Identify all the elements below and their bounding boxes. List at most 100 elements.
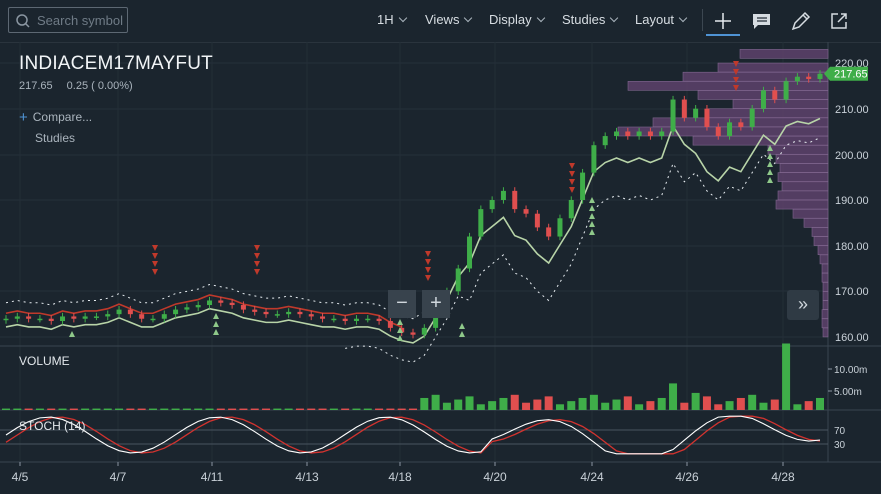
sell-marker (733, 69, 739, 75)
draw-tool-button[interactable] (787, 8, 815, 34)
buy-marker (589, 197, 595, 203)
volume-bar (329, 408, 338, 410)
candle-body (195, 305, 201, 308)
volume-profile-bar (779, 163, 829, 173)
candle-body (500, 190, 506, 200)
moving-average-line (5, 294, 402, 328)
sell-marker (425, 251, 431, 257)
buy-marker (69, 331, 75, 337)
chevron-down-icon (464, 13, 473, 23)
volume-bar (171, 408, 180, 410)
sell-marker (152, 261, 158, 267)
studies-link[interactable]: Studies (35, 131, 76, 145)
candle-body (523, 209, 529, 214)
candle-body (681, 99, 687, 118)
stochastic-lines (0, 415, 828, 455)
chevron-down-icon (536, 13, 545, 23)
sell-marker (569, 187, 575, 193)
buy-marker (213, 321, 219, 327)
volume-bar (35, 408, 44, 410)
volume-bar (612, 399, 621, 410)
interval-label: 1H (377, 12, 394, 27)
scroll-to-latest-button[interactable]: » (787, 290, 819, 320)
candle-body (625, 131, 631, 137)
chart-area[interactable]: 220.00210.00200.00190.00180.00170.00160.… (0, 42, 881, 494)
candle-body (263, 311, 269, 315)
candle-body (478, 209, 484, 237)
studies-menu[interactable]: Studies (562, 12, 619, 27)
crosshair-icon (715, 13, 731, 29)
volume-bar (216, 408, 225, 410)
candle-body (817, 73, 823, 79)
volume-bar (646, 401, 655, 410)
volume-bar (782, 343, 791, 410)
price-tick-label: 190.00 (835, 195, 869, 207)
interval-menu[interactable]: 1H (377, 12, 407, 27)
candle-body (715, 126, 721, 137)
volume-bar (194, 408, 203, 410)
chevron-down-icon (610, 13, 619, 23)
volume-pane-label: VOLUME (19, 354, 70, 368)
candle-body (693, 108, 699, 118)
volume-bar (69, 408, 78, 410)
zoom-in-button[interactable]: + (422, 290, 450, 318)
compare-button[interactable]: + Compare... (19, 108, 92, 126)
volume-bar (589, 394, 598, 410)
candle-body (218, 300, 224, 303)
volume-bar (228, 408, 237, 410)
candle-body (60, 316, 66, 322)
candle-body (783, 81, 789, 100)
symbol-search[interactable] (8, 7, 128, 33)
volume-profile-bar (813, 236, 829, 246)
candle-body (161, 314, 167, 319)
crosshair-tool-button[interactable] (706, 8, 740, 36)
volume-bar (623, 396, 632, 410)
zoom-out-button[interactable]: − (388, 290, 416, 318)
volume-bar (544, 396, 553, 410)
layout-menu[interactable]: Layout (635, 12, 688, 27)
volume-bar (81, 408, 90, 410)
volume-profile-bar (822, 300, 829, 310)
volume-bar (13, 408, 22, 410)
candle-body (738, 122, 744, 127)
display-menu[interactable]: Display (489, 12, 545, 27)
toolbar-divider (702, 9, 703, 31)
volume-bar (375, 408, 384, 410)
volume-bar (47, 408, 56, 410)
candle-body (207, 300, 212, 306)
candle-body (240, 305, 246, 310)
volume-bar (555, 404, 564, 410)
candle-body (534, 213, 540, 228)
volume-bar (770, 399, 779, 410)
candle-body (342, 318, 348, 322)
popout-tool-button[interactable] (826, 8, 854, 34)
candle-body (455, 268, 461, 292)
price-tick-label: 170.00 (835, 286, 869, 298)
search-input[interactable] (37, 11, 125, 29)
trend-line (5, 117, 821, 344)
chat-tool-button[interactable] (748, 8, 776, 34)
volume-bar (205, 408, 214, 410)
candle-body (173, 309, 179, 315)
sell-marker (569, 171, 575, 177)
volume-bar (793, 404, 802, 410)
views-menu[interactable]: Views (425, 12, 473, 27)
volume-bar (714, 404, 723, 410)
candle-body (772, 90, 778, 100)
buy-marker (589, 205, 595, 211)
current-price-badge (824, 66, 868, 81)
candle-body (82, 316, 88, 319)
candle-body (376, 318, 382, 322)
time-tick-label: 4/20 (483, 470, 507, 484)
candle-body (184, 307, 190, 310)
volume-bar (736, 397, 745, 410)
time-tick-label: 4/5 (12, 470, 29, 484)
buy-marker (767, 161, 773, 167)
candle-body (512, 190, 518, 210)
buy-marker (213, 313, 219, 319)
sell-marker (425, 267, 431, 273)
candle-body (399, 327, 405, 333)
volume-profile-bar (732, 99, 829, 109)
candle-body (229, 302, 235, 306)
volume-profile-bar (821, 272, 829, 283)
